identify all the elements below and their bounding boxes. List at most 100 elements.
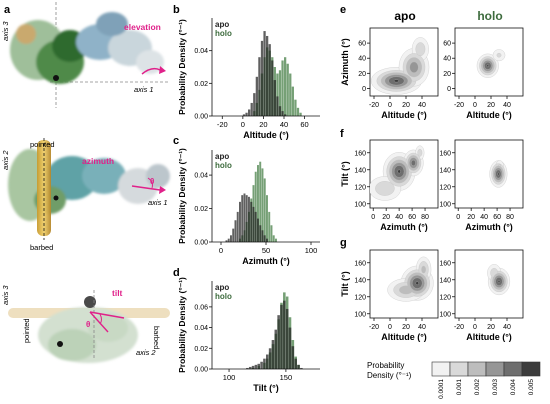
contour-grid: -20 0 20 40 0 20 40 60 Altitude (°) Azimuth (°) -2…: [340, 27, 524, 342]
y-tick-label: 100: [354, 311, 366, 318]
colorbar-tick-label: 0.003: [492, 379, 499, 396]
x-tick-label: 20: [402, 102, 410, 109]
y-tick-label: 100: [439, 311, 451, 318]
x-axis-label: Altitude (°): [466, 110, 512, 120]
panel-letter-f: f: [340, 128, 344, 140]
hist-bar-apo: [245, 195, 248, 242]
hist-bar-holo: [266, 195, 268, 242]
hist-bar-apo: [248, 366, 252, 369]
label-barbed-bot: barbed: [152, 326, 161, 349]
label-theta-mid: θ: [150, 177, 154, 186]
x-tick-label: 60: [408, 214, 416, 221]
hist-bar-holo: [289, 73, 292, 116]
x-tick-label: 0: [388, 102, 392, 109]
x-tick-label: 20: [402, 324, 410, 331]
hist-bar-apo: [285, 308, 289, 369]
colorbar: Probability Density (°⁻¹) 0.0001 0.001 0.0…: [367, 361, 541, 399]
label-axis2-mid: axis 2: [1, 150, 10, 170]
hist-bar-holo: [291, 86, 294, 116]
colorbar-label-line1: Probability: [367, 361, 404, 370]
x-tick-label: 40: [418, 324, 426, 331]
tilt-base: [89, 311, 125, 319]
y-axis-label: Probability Density (°⁻¹): [177, 148, 187, 244]
colorbar-swatch: [431, 361, 451, 377]
y-axis-label: Tilt (°): [340, 271, 350, 296]
hist-bar-apo: [271, 340, 275, 369]
y-tick-label: 40: [443, 56, 451, 63]
panel-letter-b: b: [173, 4, 180, 16]
hist-bar-apo: [245, 112, 248, 116]
y-tick-label: 60: [358, 41, 366, 48]
x-tick-label: 40: [418, 102, 426, 109]
hist-bar-apo: [258, 57, 261, 116]
hist-bar-holo: [257, 165, 259, 242]
y-tick-label: 160: [354, 150, 366, 157]
y-tick-label: 0.02: [194, 206, 208, 213]
y-tick-label: 120: [354, 294, 366, 301]
contour-plot-g-apo: -20 0 20 40 100 120 140 160 Altitude (°) Tilt (°): [340, 249, 439, 342]
hist-bar-apo: [273, 80, 276, 116]
contour-level: [417, 148, 423, 157]
x-tick-label: 20: [382, 214, 390, 221]
contour-plot-f-holo: 0 20 40 60 80 100 120 140 160 Azimuth (°): [439, 139, 524, 232]
contour-level: [486, 64, 489, 67]
y-tick-label: 0.00: [194, 367, 208, 374]
x-tick-label: 20: [487, 102, 495, 109]
y-axis-label: Azimuth (°): [340, 38, 350, 86]
hist-bar-holo: [275, 238, 277, 242]
y-tick-label: 0.00: [194, 114, 208, 121]
contour-level: [415, 281, 419, 285]
colorbar-swatch: [485, 361, 505, 377]
panel-letter-e: e: [340, 4, 346, 16]
hist-bar-holo: [268, 211, 271, 242]
y-tick-label: 0.04: [194, 48, 208, 55]
hist-bar-apo: [263, 358, 266, 369]
label-barbed-mid: barbed: [30, 243, 53, 252]
hist-bar-apo: [236, 211, 239, 242]
hist-bar-apo: [257, 363, 261, 369]
hist-bar-apo: [291, 346, 295, 369]
y-tick-label: 0.02: [194, 346, 208, 353]
y-tick-label: 140: [439, 167, 451, 174]
y-tick-label: 20: [443, 71, 451, 78]
y-tick-label: 140: [439, 277, 451, 284]
x-tick-label: -20: [217, 120, 228, 129]
hist-bar-holo: [299, 112, 302, 116]
x-tick-label: -20: [454, 102, 464, 109]
hist-bar-apo: [255, 76, 258, 116]
y-tick-label: 160: [439, 150, 451, 157]
colorbar-tick-label: 0.001: [456, 379, 463, 396]
y-tick-label: 160: [439, 260, 451, 267]
panel-letter-d: d: [173, 267, 180, 279]
legend-holo: holo: [215, 292, 232, 301]
x-tick-label: 20: [259, 120, 267, 129]
hist-bar-apo: [261, 230, 264, 242]
hist-bar-apo: [263, 31, 266, 116]
hist-bar-apo: [294, 358, 297, 369]
contour-level: [397, 169, 401, 174]
label-tilt: tilt: [112, 288, 123, 298]
hist-bar-apo: [254, 364, 258, 369]
x-axis-label: Altitude (°): [466, 332, 512, 342]
hist-bar-holo: [281, 60, 284, 116]
x-tick-label: 0: [371, 214, 375, 221]
hist-bar-apo: [278, 106, 282, 116]
hist-bar-apo: [283, 300, 286, 369]
hist-bar-holo: [254, 171, 257, 242]
contour-level: [421, 265, 426, 274]
x-axis-label: Altitude (°): [381, 110, 427, 120]
colorbar-swatches: 0.0001 0.001 0.002 0.003 0.004 0.005: [431, 361, 541, 399]
contour-plot-g-holo: -20 0 20 40 100 120 140 160 Altitude (°): [439, 249, 524, 342]
label-pointed-bot: pointed: [22, 318, 31, 343]
label-pointed-mid: pointed: [30, 140, 55, 149]
hist-bar-apo: [266, 354, 269, 369]
hist-bar-apo: [263, 235, 266, 242]
hist-bar-apo: [281, 111, 284, 116]
legend-holo: holo: [215, 161, 232, 170]
y-tick-label: 0.06: [194, 304, 208, 311]
x-tick-label: -20: [454, 324, 464, 331]
contour-level: [393, 79, 399, 83]
legend-apo: apo: [215, 152, 229, 161]
y-tick-label: 40: [358, 56, 366, 63]
hist-bar-holo: [284, 57, 287, 116]
